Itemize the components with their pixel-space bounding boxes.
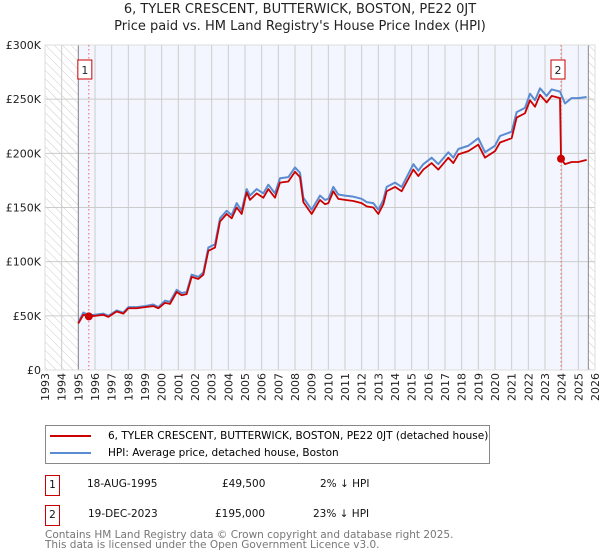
x-tick-label: 1993	[39, 373, 52, 401]
x-tick-label: 2016	[422, 373, 435, 401]
x-tick-label: 2011	[339, 373, 352, 401]
x-tick-label: 1999	[139, 373, 152, 401]
y-tick-label: £0	[27, 364, 41, 377]
x-tick-label: 2013	[372, 373, 385, 401]
x-tick-label: 2021	[506, 373, 519, 401]
x-tick-label: 1997	[106, 373, 119, 401]
footer: Contains HM Land Registry data © Crown c…	[45, 529, 454, 551]
hpi-line	[77, 87, 587, 323]
x-tick-label: 2026	[589, 373, 600, 401]
x-tick-label: 2015	[406, 373, 419, 401]
footer-copyright: Contains HM Land Registry data © Crown c…	[45, 529, 454, 541]
sale-label-box	[550, 59, 566, 80]
y-tick-label: £250K	[6, 93, 42, 106]
x-tick-label: 2001	[172, 373, 185, 401]
x-tick-label: 2010	[322, 373, 335, 401]
sale-point	[557, 154, 565, 163]
legend-item-property: 6, TYLER CRESCENT, BUTTERWICK, BOSTON, P…	[46, 428, 488, 444]
x-tick-label: 1996	[89, 373, 102, 401]
x-tick-label: 2025	[572, 373, 585, 401]
x-tick-label: 2008	[289, 373, 302, 401]
x-tick-label: 2017	[439, 373, 452, 401]
x-tick-label: 2005	[239, 373, 252, 401]
footer-licence: This data is licensed under the Open Gov…	[45, 539, 380, 551]
x-tick-label: 2012	[356, 373, 369, 401]
y-tick-label: £100K	[6, 256, 42, 269]
x-tick-label: 2014	[389, 373, 402, 401]
y-tick-label: £150K	[6, 202, 42, 215]
y-tick-label: £300K	[6, 39, 42, 52]
sale-price: £195,000	[215, 508, 266, 520]
x-tick-label: 2000	[156, 373, 169, 401]
sale-marker-badge: 2	[45, 505, 60, 526]
price-chart: 1993 1994 1995 1996 1997 1998 1999 2000 2001 2002…	[6, 39, 600, 401]
x-tick-label: 2019	[472, 373, 485, 401]
x-tick-label: 1994	[56, 373, 69, 401]
sale-price: £49,500	[222, 478, 266, 490]
x-tick-label: 2004	[222, 373, 235, 401]
x-tick-label: 2009	[306, 373, 319, 401]
sale-label-box	[77, 59, 93, 80]
x-tick-label: 2006	[256, 373, 269, 401]
legend-label: 6, TYLER CRESCENT, BUTTERWICK, BOSTON, P…	[108, 430, 489, 442]
x-tick-label: 2003	[206, 373, 219, 401]
x-tick-label: 2002	[189, 373, 202, 401]
legend-label: HPI: Average price, detached house, Bost…	[108, 447, 339, 459]
sale-date: 18-AUG-1995	[87, 478, 158, 490]
red-line-swatch	[50, 435, 91, 437]
plot-frame	[44, 44, 596, 371]
x-tick-label: 2022	[522, 373, 535, 401]
legend: 6, TYLER CRESCENT, BUTTERWICK, BOSTON, P…	[45, 425, 490, 464]
chart-title: 6, TYLER CRESCENT, BUTTERWICK, BOSTON, P…	[123, 2, 477, 17]
y-tick-label: £50K	[13, 310, 42, 323]
x-tick-label: 1995	[72, 373, 85, 401]
legend-item-hpi: HPI: Average price, detached house, Bost…	[46, 445, 339, 461]
x-tick-label: 1998	[122, 373, 135, 401]
property-price-line	[77, 93, 587, 324]
sale-marker-badge: 1	[45, 475, 60, 496]
sale-hpi-diff: 2% ↓ HPI	[320, 478, 370, 490]
x-tick-label: 2023	[539, 373, 552, 401]
x-tick-label: 2007	[272, 373, 285, 401]
sale-date: 19-DEC-2023	[88, 508, 158, 520]
x-tick-label: 2024	[556, 373, 569, 401]
sale-label: 1	[81, 64, 88, 77]
x-tick-label: 2020	[489, 373, 502, 401]
sale-hpi-diff: 23% ↓ HPI	[313, 508, 370, 520]
y-tick-label: £200K	[6, 147, 42, 160]
x-tick-label: 2018	[456, 373, 469, 401]
blue-line-swatch	[50, 452, 91, 454]
sale-point	[84, 312, 93, 321]
sale-label: 2	[555, 64, 562, 77]
chart-subtitle: Price paid vs. HM Land Registry's House …	[114, 19, 486, 34]
